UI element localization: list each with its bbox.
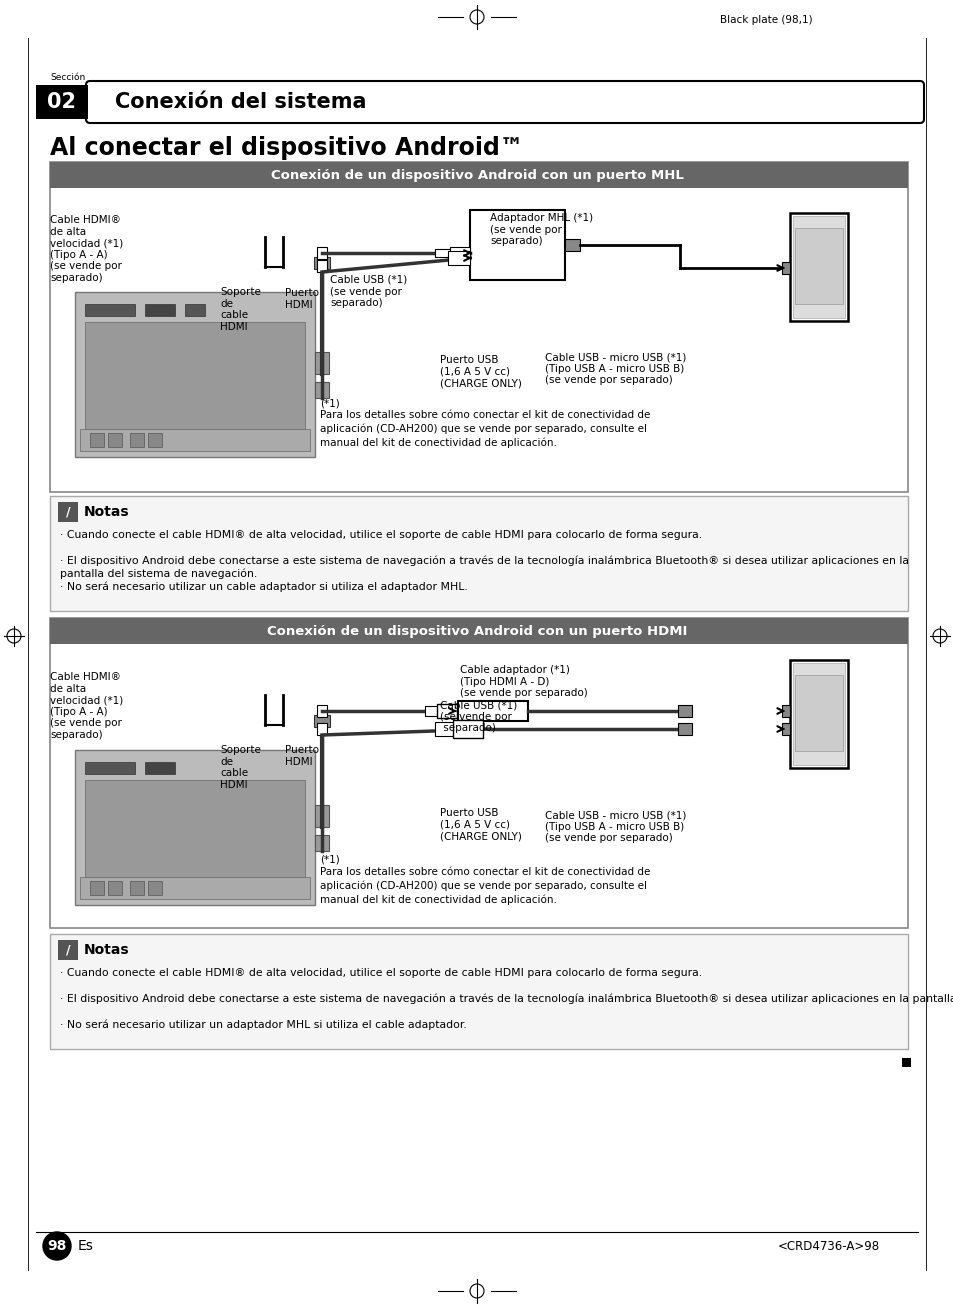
Bar [457,701,527,721]
Bar [85,780,305,885]
Bar [108,433,122,447]
Bar [130,433,144,447]
Bar [901,1057,910,1067]
Bar [794,674,842,752]
Bar [781,261,789,274]
Bar [75,750,314,904]
Text: Cable USB (*1)
(se vende por
separado): Cable USB (*1) (se vende por separado) [330,274,407,308]
Bar [678,704,691,718]
Bar [448,251,470,265]
Text: Puerto
HDMI: Puerto HDMI [285,745,318,767]
Text: Soporte
de
cable
HDMI: Soporte de cable HDMI [220,745,260,789]
Circle shape [813,755,823,765]
Text: Al conectar el dispositivo Android™: Al conectar el dispositivo Android™ [50,136,523,159]
Text: Cable USB (*1)
(se vende por
 separado): Cable USB (*1) (se vende por separado) [439,701,517,733]
Bar [148,433,162,447]
Bar [314,835,329,851]
Text: · El dispositivo Android debe conectarse a este sistema de navegación a través d: · El dispositivo Android debe conectarse… [60,995,953,1005]
Text: · Cuando conecte el cable HDMI® de alta velocidad, utilice el soporte de cable H: · Cuando conecte el cable HDMI® de alta … [60,531,701,540]
Text: Cable HDMI®
de alta
velocidad (*1)
(Tipo A - A)
(se vende por
separado): Cable HDMI® de alta velocidad (*1) (Tipo… [50,214,123,284]
Circle shape [43,1233,71,1260]
Bar [424,706,438,716]
Bar [792,216,844,318]
Text: · El dispositivo Android debe conectarse a este sistema de navegación a través d: · El dispositivo Android debe conectarse… [60,555,908,579]
Bar [435,721,455,736]
Bar [794,227,842,305]
Bar [50,618,907,644]
Text: <CRD4736-A>98: <CRD4736-A>98 [777,1239,879,1252]
Bar [50,495,907,610]
Bar [108,881,122,895]
Text: Conexión del sistema: Conexión del sistema [115,91,366,112]
Text: /: / [66,944,71,957]
Bar [435,250,450,257]
Bar [789,213,847,322]
Text: 02: 02 [48,91,76,112]
Circle shape [813,308,823,318]
Circle shape [152,786,236,870]
Bar [781,704,789,718]
Bar [90,881,104,895]
Bar [36,85,88,119]
Text: Cable USB - micro USB (*1)
(Tipo USB A - micro USB B)
(se vende por separado): Cable USB - micro USB (*1) (Tipo USB A -… [544,810,685,843]
Bar [436,704,456,718]
Text: (*1): (*1) [319,855,339,865]
Text: Para los detalles sobre cómo conectar el kit de conectividad de
aplicación (CD-A: Para los detalles sobre cómo conectar el… [319,410,650,448]
Bar [145,305,174,316]
Text: Sección: Sección [50,73,85,82]
Bar [85,305,135,316]
Bar [792,663,844,765]
Text: Para los detalles sobre cómo conectar el kit de conectividad de
aplicación (CD-A: Para los detalles sobre cómo conectar el… [319,867,650,904]
Text: /: / [66,506,71,519]
Bar [314,715,330,727]
Text: Soporte
de
cable
HDMI: Soporte de cable HDMI [220,288,260,332]
Text: Adaptador MHL (*1)
(se vende por
separado): Adaptador MHL (*1) (se vende por separad… [490,213,593,246]
Text: Es: Es [78,1239,93,1253]
Bar [314,257,330,269]
Text: Conexión de un dispositivo Android con un puerto MHL: Conexión de un dispositivo Android con u… [271,169,682,182]
Bar [789,660,847,769]
Bar [90,433,104,447]
Bar [316,723,327,735]
Bar [50,162,907,188]
Text: Puerto USB
(1,6 A 5 V cc)
(CHARGE ONLY): Puerto USB (1,6 A 5 V cc) (CHARGE ONLY) [439,356,521,388]
Bar [316,704,327,718]
Text: Notas: Notas [84,505,130,519]
Bar [316,247,327,259]
Bar [50,162,907,491]
Text: (*1): (*1) [319,399,339,408]
Text: Conexión de un dispositivo Android con un puerto HDMI: Conexión de un dispositivo Android con u… [267,625,686,638]
Bar [148,881,162,895]
Bar [85,762,135,774]
Bar [50,618,907,928]
Bar [58,940,78,961]
Text: Black plate (98,1): Black plate (98,1) [720,14,812,25]
Bar [450,247,470,259]
Text: 98: 98 [48,1239,67,1253]
Text: Cable HDMI®
de alta
velocidad (*1)
(Tipo A - A)
(se vende por
separado): Cable HDMI® de alta velocidad (*1) (Tipo… [50,672,123,740]
Bar [185,305,205,316]
Bar [470,210,564,280]
Bar [316,260,327,272]
Bar [75,291,314,457]
Bar [314,382,329,399]
Bar [564,239,579,251]
Bar [80,877,310,899]
Bar [130,881,144,895]
FancyBboxPatch shape [86,81,923,123]
Circle shape [157,339,233,416]
Bar [85,322,305,437]
Bar [50,935,907,1050]
Text: · No será necesario utilizar un adaptador MHL si utiliza el cable adaptador.: · No será necesario utilizar un adaptado… [60,1019,466,1030]
Text: Cable adaptador (*1)
(Tipo HDMI A - D)
(se vende por separado): Cable adaptador (*1) (Tipo HDMI A - D) (… [459,665,587,698]
Bar [80,429,310,451]
Text: · Cuando conecte el cable HDMI® de alta velocidad, utilice el soporte de cable H: · Cuando conecte el cable HDMI® de alta … [60,968,701,978]
Bar [781,723,789,735]
Bar [453,720,482,738]
Bar [314,352,329,374]
Text: Puerto
HDMI: Puerto HDMI [285,288,318,310]
Bar [314,805,329,827]
Text: Cable USB - micro USB (*1)
(Tipo USB A - micro USB B)
(se vende por separado): Cable USB - micro USB (*1) (Tipo USB A -… [544,352,685,386]
Text: · No será necesario utilizar un cable adaptador si utiliza el adaptador MHL.: · No será necesario utilizar un cable ad… [60,582,467,592]
Text: Notas: Notas [84,942,130,957]
